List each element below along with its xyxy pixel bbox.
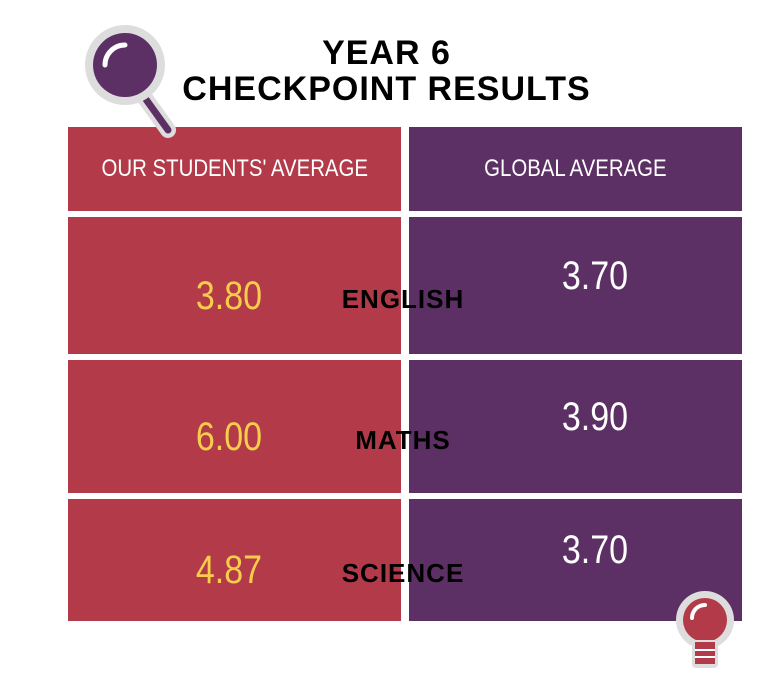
subject: SCIENCE bbox=[341, 558, 465, 588]
global-average: 3.90 bbox=[561, 394, 629, 439]
our-average: 4.87 bbox=[195, 548, 263, 592]
header-cell: GLOBAL AVERAGE bbox=[409, 127, 742, 211]
subject: ENGLISH bbox=[341, 283, 465, 314]
global-average: 3.70 bbox=[561, 528, 629, 572]
header-cell: OUR STUDENTS' AVERAGE bbox=[68, 127, 401, 211]
header-text: GLOBAL AVERAGE bbox=[484, 155, 667, 182]
global-average: 3.70 bbox=[561, 253, 629, 298]
header-text: OUR STUDENTS' AVERAGE bbox=[101, 155, 368, 182]
cell bbox=[68, 360, 401, 493]
title-line: YEAR 6 bbox=[322, 34, 451, 72]
our-average: 6.00 bbox=[195, 414, 263, 459]
lightbulb-icon bbox=[676, 591, 734, 668]
cell bbox=[68, 499, 401, 621]
cell bbox=[409, 360, 742, 493]
our-average: 3.80 bbox=[195, 273, 263, 318]
title-line: CHECKPOINT RESULTS bbox=[182, 70, 591, 108]
cell bbox=[409, 217, 742, 354]
magnifier-icon bbox=[85, 25, 176, 138]
cell bbox=[68, 217, 401, 354]
subject: MATHS bbox=[355, 424, 451, 455]
